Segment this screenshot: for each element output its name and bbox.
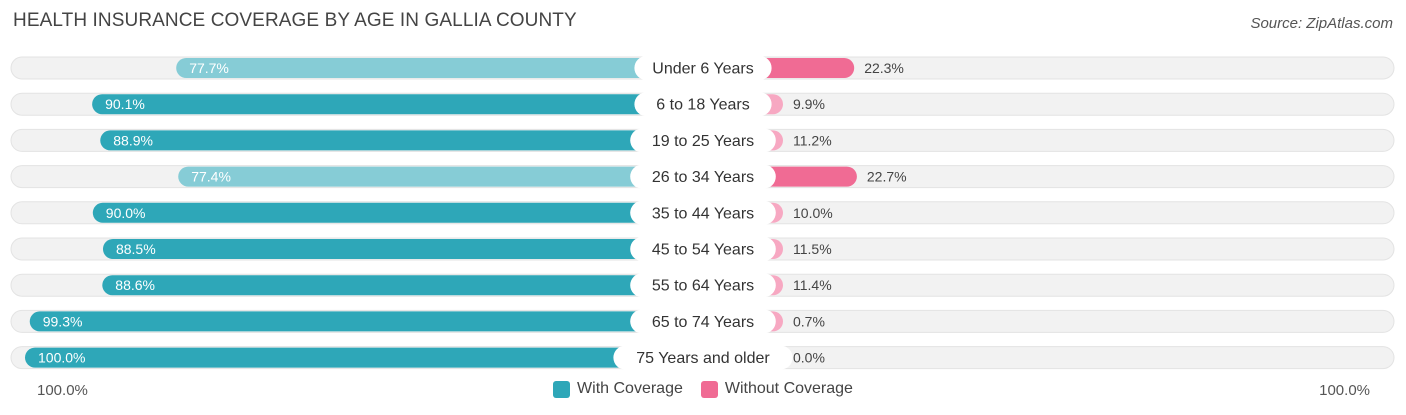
chart-row: 100.0% 0.0% 75 Years and older <box>10 345 1395 370</box>
with-coverage-bar <box>102 275 704 296</box>
chart-row: 88.5% 11.5% 45 to 54 Years <box>10 237 1395 261</box>
category-pill <box>630 309 776 334</box>
chart-row: 88.6% 11.4% 55 to 64 Years <box>10 273 1395 298</box>
category-pill <box>634 92 772 117</box>
chart-row: 88.9% 11.2% 19 to 25 Years <box>10 128 1395 153</box>
source-credit: Source: ZipAtlas.com <box>1250 15 1393 32</box>
with-coverage-value-label: 90.1% <box>105 96 145 112</box>
chart-row: 77.4% 22.7% 26 to 34 Years <box>10 164 1395 189</box>
category-label: 35 to 44 Years <box>652 205 754 222</box>
category-label: 19 to 25 Years <box>652 133 754 150</box>
with-coverage-value-label: 77.7% <box>189 60 229 76</box>
legend-swatch-without-coverage <box>700 380 718 398</box>
axis-right-max-label: 100.0% <box>1319 382 1370 399</box>
category-label: 55 to 64 Years <box>652 278 754 295</box>
category-label: 45 to 54 Years <box>652 242 754 259</box>
with-coverage-bar <box>92 94 703 115</box>
category-label: Under 6 Years <box>652 61 753 78</box>
without-coverage-value-label: 22.3% <box>864 60 904 76</box>
without-coverage-value-label: 11.2% <box>793 132 832 148</box>
chart-row: 99.3% 0.7% 65 to 74 Years <box>10 309 1395 334</box>
without-coverage-value-label: 11.4% <box>793 277 832 293</box>
category-pill <box>630 273 776 298</box>
with-coverage-value-label: 77.4% <box>191 169 231 185</box>
with-coverage-bar <box>29 311 704 332</box>
legend-item-with-coverage: With Coverage <box>553 380 683 398</box>
with-coverage-bar <box>25 347 703 368</box>
without-coverage-value-label: 11.5% <box>793 241 832 257</box>
with-coverage-value-label: 88.9% <box>113 132 153 148</box>
chart-row: 90.1% 9.9% 6 to 18 Years <box>10 92 1395 117</box>
category-label: 75 Years and older <box>636 350 770 367</box>
without-coverage-value-label: 9.9% <box>793 96 825 112</box>
coverage-chart: 77.7% 22.3% Under 6 Years 90.1% 9.9% 6 to 18 … <box>10 56 1395 370</box>
with-coverage-value-label: 90.0% <box>106 205 146 221</box>
legend-item-without-coverage: Without Coverage <box>700 380 853 398</box>
axis-left-max-label: 100.0% <box>37 382 88 399</box>
with-coverage-bar <box>178 166 703 187</box>
with-coverage-value-label: 99.3% <box>43 313 83 329</box>
category-pill <box>630 128 776 153</box>
legend: With Coverage Without Coverage <box>0 380 1406 398</box>
chart-title: HEALTH INSURANCE COVERAGE BY AGE IN GALL… <box>13 10 577 31</box>
with-coverage-value-label: 88.5% <box>116 241 156 257</box>
legend-swatch-with-coverage <box>553 380 571 398</box>
without-coverage-value-label: 22.7% <box>867 169 907 185</box>
legend-label-without-coverage: Without Coverage <box>724 380 853 397</box>
with-coverage-bar <box>92 202 704 223</box>
with-coverage-value-label: 100.0% <box>38 350 85 366</box>
category-pill <box>613 345 793 370</box>
category-label: 6 to 18 Years <box>656 97 749 114</box>
category-pill <box>630 200 776 225</box>
without-coverage-value-label: 0.7% <box>793 313 825 329</box>
with-coverage-bar <box>102 239 704 259</box>
with-coverage-value-label: 88.6% <box>115 277 155 293</box>
category-pill <box>634 56 772 80</box>
category-label: 65 to 74 Years <box>652 314 754 331</box>
with-coverage-bar <box>176 58 704 78</box>
legend-label-with-coverage: With Coverage <box>577 380 683 397</box>
without-coverage-value-label: 0.0% <box>793 350 825 366</box>
category-pill <box>630 164 776 189</box>
chart-row: 77.7% 22.3% Under 6 Years <box>10 56 1395 80</box>
with-coverage-bar <box>100 130 704 151</box>
category-pill <box>630 237 776 261</box>
category-label: 26 to 34 Years <box>652 169 754 186</box>
without-coverage-value-label: 10.0% <box>793 205 833 221</box>
chart-row: 90.0% 10.0% 35 to 44 Years <box>10 200 1395 225</box>
